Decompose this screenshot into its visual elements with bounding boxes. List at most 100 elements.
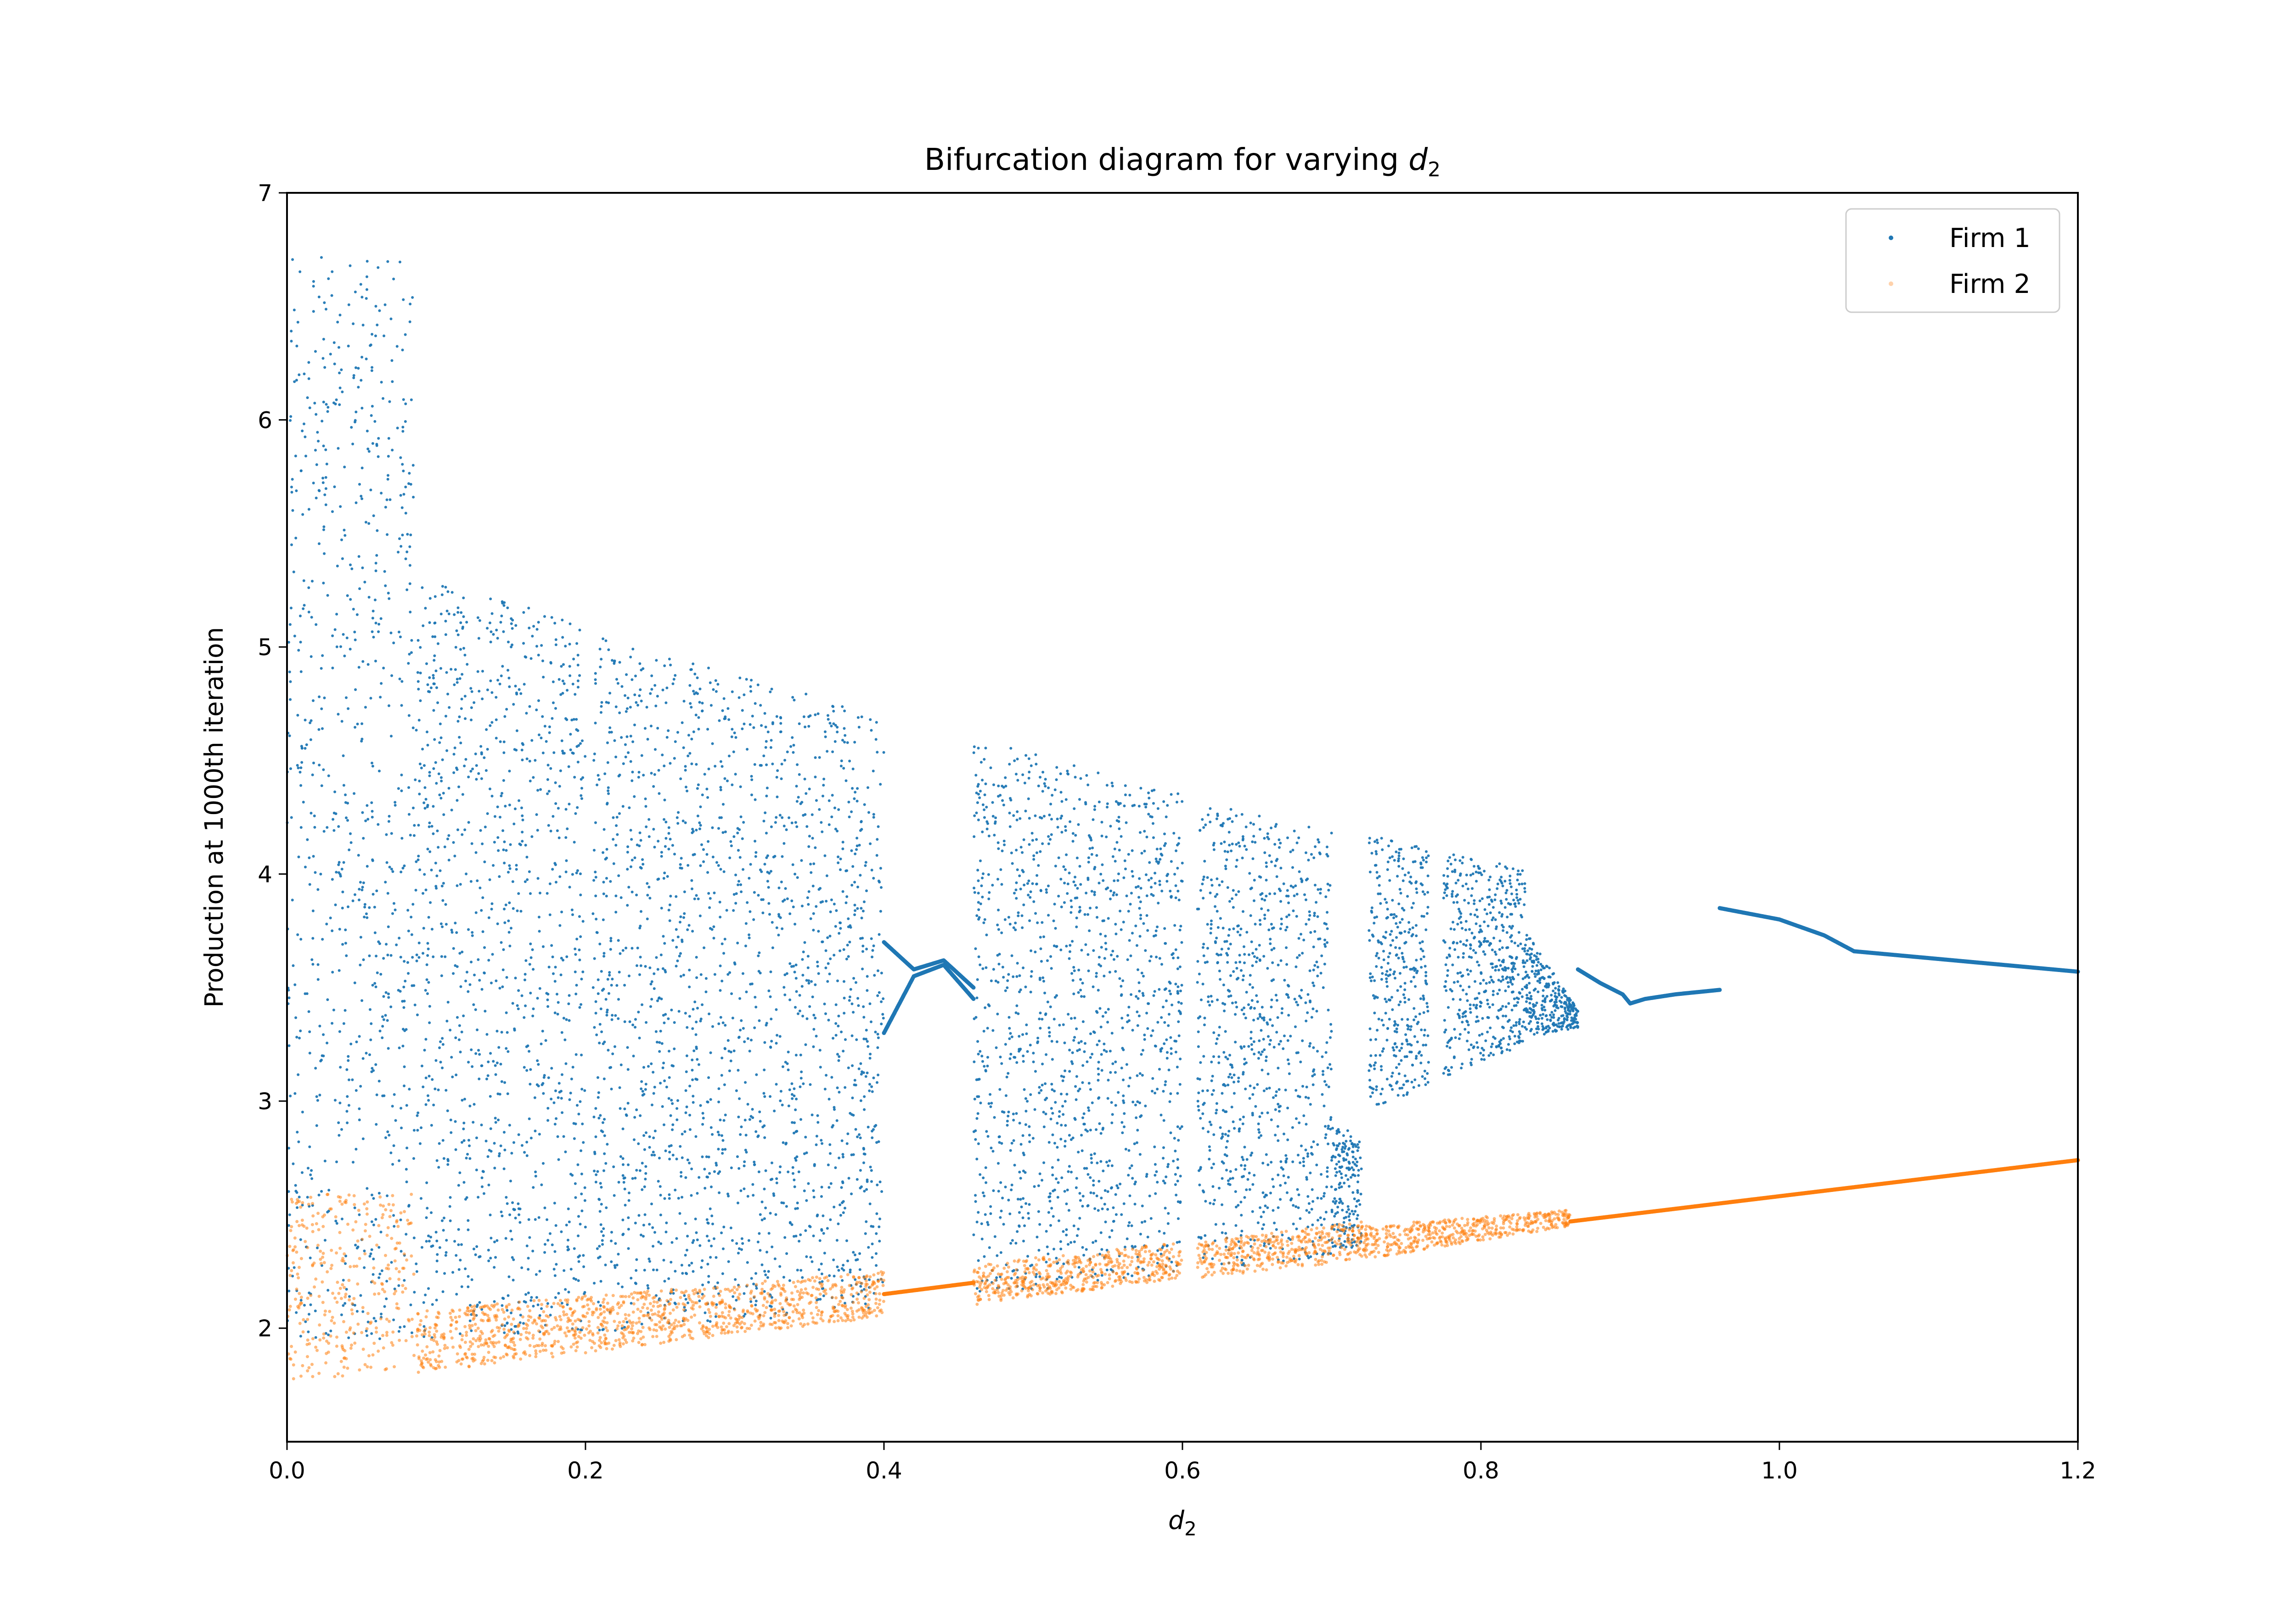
firm-1-point (1057, 1181, 1060, 1184)
firm-1-point (1019, 1177, 1022, 1180)
firm-1-point (607, 701, 610, 704)
firm-1-point (996, 954, 999, 957)
firm-1-point (670, 1008, 673, 1011)
firm-1-point (719, 1118, 722, 1122)
firm-1-point (719, 1016, 722, 1019)
firm-1-point (807, 725, 810, 728)
firm-1-point (314, 1336, 317, 1339)
firm-1-point (1016, 868, 1019, 871)
firm-1-point (753, 1163, 756, 1166)
firm-1-point (853, 1079, 856, 1082)
firm-1-point (1165, 987, 1167, 990)
firm-1-point (1149, 815, 1152, 818)
firm-1-point (989, 1205, 992, 1208)
firm-1-point (630, 890, 634, 893)
firm-1-point (1076, 887, 1079, 890)
firm-1-point (546, 1218, 549, 1221)
firm-1-point (387, 996, 390, 999)
firm-1-point (1164, 842, 1167, 845)
firm-1-point (996, 841, 1000, 844)
firm-1-point (371, 1067, 374, 1070)
firm-1-point (335, 871, 338, 874)
firm-1-point (1321, 1055, 1324, 1058)
firm-1-point (344, 1254, 348, 1258)
firm-1-point (654, 704, 658, 708)
firm-1-point (1060, 1124, 1063, 1127)
firm-1-point (846, 1132, 850, 1135)
firm-1-point (617, 1282, 620, 1285)
firm-1-point (1124, 1246, 1126, 1248)
firm-1-point (731, 783, 734, 787)
firm-1-point (388, 815, 391, 818)
firm-1-point (310, 1169, 313, 1172)
firm-1-point (1127, 1084, 1131, 1088)
firm-1-point (527, 1218, 530, 1221)
firm-1-point (815, 1034, 818, 1038)
firm-1-point (989, 1105, 992, 1108)
firm-1-point (433, 635, 437, 638)
firm-1-point (614, 843, 618, 847)
firm-1-point (609, 948, 612, 951)
firm-1-point (355, 366, 357, 369)
firm-1-point (1110, 781, 1114, 785)
firm-1-point (833, 806, 836, 809)
firm-1-point (824, 730, 827, 733)
firm-1-point (632, 1055, 635, 1057)
firm-1-point (1120, 1213, 1123, 1216)
firm-1-point (794, 963, 798, 966)
firm-1-point (1034, 814, 1037, 817)
firm-1-point (699, 1019, 702, 1023)
firm-1-point (374, 334, 377, 337)
firm-1-point (1080, 949, 1083, 952)
firm-1-point (628, 974, 630, 978)
firm-1-point (443, 1216, 445, 1219)
firm-1-point (975, 914, 979, 917)
firm-1-point (559, 973, 563, 977)
firm-1-point (976, 1095, 979, 1098)
firm-1-point (1154, 871, 1157, 875)
firm-1-point (377, 1191, 381, 1195)
firm-1-point (293, 1266, 296, 1269)
firm-1-point (758, 1019, 761, 1022)
firm-1-point (321, 357, 325, 360)
firm-1-point (825, 1073, 828, 1077)
firm-1-point (805, 1151, 808, 1154)
firm-1-point (1035, 1275, 1037, 1278)
firm-1-point (1051, 1112, 1054, 1115)
firm-1-point (518, 799, 521, 802)
firm-1-point (605, 1014, 608, 1017)
firm-1-point (384, 506, 387, 509)
firm-1-point (333, 485, 336, 489)
firm-1-point (406, 533, 409, 536)
firm-1-point (594, 672, 597, 675)
firm-1-point (1045, 1096, 1048, 1100)
firm-1-point (1042, 1161, 1046, 1164)
firm-1-point (630, 838, 633, 841)
firm-1-point (1049, 1224, 1052, 1227)
firm-1-point (806, 896, 809, 899)
firm-1-point (312, 855, 315, 858)
firm-1-point (699, 1104, 702, 1107)
firm-1-point (600, 1230, 603, 1233)
firm-1-point (333, 628, 337, 631)
firm-1-point (781, 1103, 784, 1107)
firm-1-point (1152, 802, 1155, 805)
firm-1-point (801, 958, 804, 961)
firm-1-point (426, 730, 428, 734)
firm-1-point (838, 1090, 841, 1094)
firm-1-point (1126, 958, 1129, 961)
firm-1-point (999, 1181, 1002, 1184)
firm-1-point (625, 735, 629, 738)
firm-1-point (681, 721, 684, 724)
firm-1-point (371, 809, 374, 813)
firm-1-point (1136, 1100, 1139, 1103)
firm-1-point (550, 1067, 553, 1070)
firm-1-point (470, 690, 473, 693)
firm-1-point (985, 805, 988, 809)
firm-1-point (815, 1143, 818, 1146)
firm-1-point (1086, 953, 1090, 956)
firm-1-point (834, 925, 837, 928)
firm-1-point (680, 1264, 683, 1267)
firm-1-point (1018, 1035, 1021, 1038)
firm-1-point (1176, 801, 1178, 804)
